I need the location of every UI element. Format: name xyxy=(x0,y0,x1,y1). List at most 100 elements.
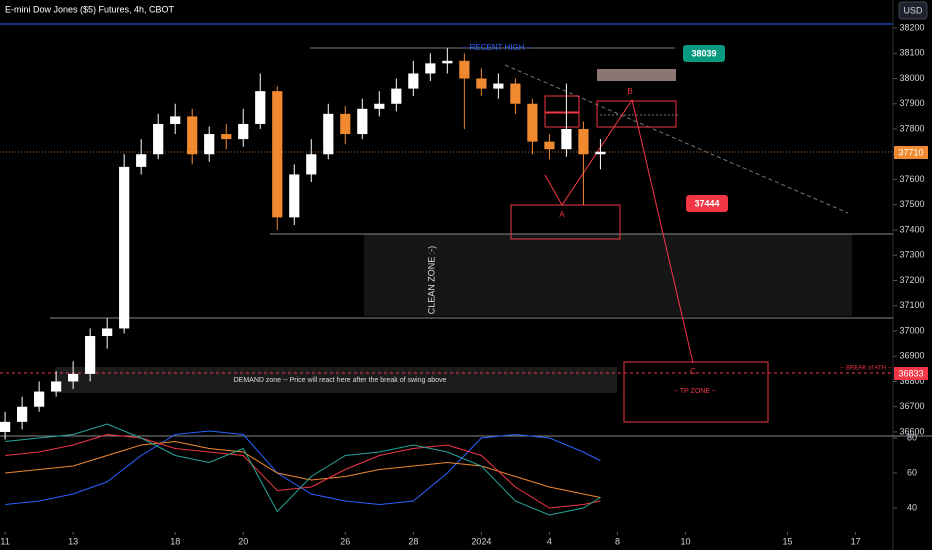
currency-box[interactable] xyxy=(898,1,928,20)
candle-body xyxy=(34,391,45,407)
low-callout xyxy=(686,195,728,212)
candle-body xyxy=(153,123,164,155)
x-tick-label: 18 xyxy=(170,536,180,546)
candle-body xyxy=(391,88,402,104)
candle-body xyxy=(323,113,334,155)
zone-box xyxy=(544,95,580,113)
candle-body xyxy=(578,129,589,155)
indicator-line xyxy=(5,423,601,516)
y-tick-label: 37200 xyxy=(899,275,924,285)
candle-body xyxy=(85,336,96,374)
break-price-box xyxy=(894,367,928,380)
target-box xyxy=(597,69,676,81)
candle-body xyxy=(119,166,130,329)
y-tick-label: 40 xyxy=(907,502,917,512)
candle-body xyxy=(221,134,232,140)
last-price-box xyxy=(894,146,928,159)
x-tick-label: 4 xyxy=(547,536,552,546)
point-label: A xyxy=(559,210,565,219)
y-tick-label: 36700 xyxy=(899,401,924,411)
last-price: 37710 xyxy=(898,147,923,157)
candle-body xyxy=(255,91,266,124)
x-tick-label: 8 xyxy=(615,536,620,546)
y-tick-label: 38100 xyxy=(899,48,924,58)
x-tick-label: 2024 xyxy=(471,536,491,546)
y-tick-label: 37600 xyxy=(899,174,924,184)
x-tick-label: 28 xyxy=(408,536,418,546)
zone-box xyxy=(596,100,677,128)
zone-box xyxy=(510,204,621,240)
candle-body xyxy=(459,60,470,79)
y-tick-label: 36900 xyxy=(899,351,924,361)
y-tick-label: 37400 xyxy=(899,224,924,234)
candle-body xyxy=(595,151,606,155)
trend-line xyxy=(504,64,849,214)
candle-body xyxy=(442,60,453,64)
y-tick-label: 36600 xyxy=(899,426,924,436)
y-tick-label: 37500 xyxy=(899,199,924,209)
break-label: -- BREAK of ATH -- xyxy=(840,366,891,372)
tp-zone-label: -- TP ZONE -- xyxy=(673,388,717,395)
clean-zone-label: CLEAN ZONE :-) xyxy=(426,246,436,315)
chart-title: E-mini Dow Jones ($5) Futures, 4h, CBOT xyxy=(5,4,175,14)
x-tick-label: 10 xyxy=(680,536,690,546)
x-tick-label: 13 xyxy=(68,536,78,546)
candle-body xyxy=(170,116,181,124)
recent-high-label: -- RECENT HIGH -- xyxy=(462,43,532,52)
y-tick-label: 37000 xyxy=(899,325,924,335)
y-tick-label: 37900 xyxy=(899,98,924,108)
demand-zone xyxy=(55,367,617,393)
low-callout-text: 37444 xyxy=(694,198,719,208)
candle-body xyxy=(510,83,521,104)
candle-body xyxy=(51,381,62,392)
y-tick-label: 37800 xyxy=(899,123,924,133)
high-callout-text: 38039 xyxy=(691,48,716,58)
candle-body xyxy=(102,328,113,337)
y-tick-label: 60 xyxy=(907,467,917,477)
candle-body xyxy=(527,103,538,142)
candle-body xyxy=(306,154,317,175)
y-tick-label: 37300 xyxy=(899,250,924,260)
candle-body xyxy=(68,373,79,382)
candle-body xyxy=(408,73,419,89)
point-label: B xyxy=(627,87,632,96)
indicator-line xyxy=(5,433,601,509)
candle-body xyxy=(136,154,147,167)
y-tick-label: 37100 xyxy=(899,300,924,310)
point-label: C xyxy=(690,367,696,376)
y-tick-label: 80 xyxy=(907,432,917,442)
y-tick-label: 38000 xyxy=(899,73,924,83)
candle-body xyxy=(561,129,572,150)
tp-zone xyxy=(623,361,769,423)
break-price: 36833 xyxy=(898,368,923,378)
currency[interactable]: USD xyxy=(903,5,923,15)
candle-body xyxy=(544,141,555,150)
high-callout xyxy=(683,45,725,62)
x-tick-label: 11 xyxy=(0,536,9,546)
x-tick-label: 15 xyxy=(783,536,793,546)
candle-body xyxy=(289,174,300,218)
candle-body xyxy=(187,116,198,155)
candle-body xyxy=(238,123,249,140)
zone-box xyxy=(544,112,580,128)
clean-zone xyxy=(364,234,852,316)
candle-body xyxy=(476,78,487,89)
candle-body xyxy=(17,406,28,422)
x-tick-label: 17 xyxy=(851,536,861,546)
candle-body xyxy=(0,421,11,432)
indicator-line xyxy=(5,430,601,506)
candle-body xyxy=(357,108,368,135)
demand-zone-label: DEMAND zone -- Price will react here aft… xyxy=(234,377,447,384)
candle-body xyxy=(374,103,385,109)
y-tick-label: 36800 xyxy=(899,376,924,386)
indicator-line xyxy=(5,440,601,498)
candle-body xyxy=(340,113,351,135)
candle-body xyxy=(493,83,504,89)
y-tick-label: 38200 xyxy=(899,22,924,32)
candle-body xyxy=(204,134,215,155)
candle-body xyxy=(425,63,436,74)
x-tick-label: 20 xyxy=(238,536,248,546)
candle-body xyxy=(272,91,283,218)
x-tick-label: 26 xyxy=(340,536,350,546)
